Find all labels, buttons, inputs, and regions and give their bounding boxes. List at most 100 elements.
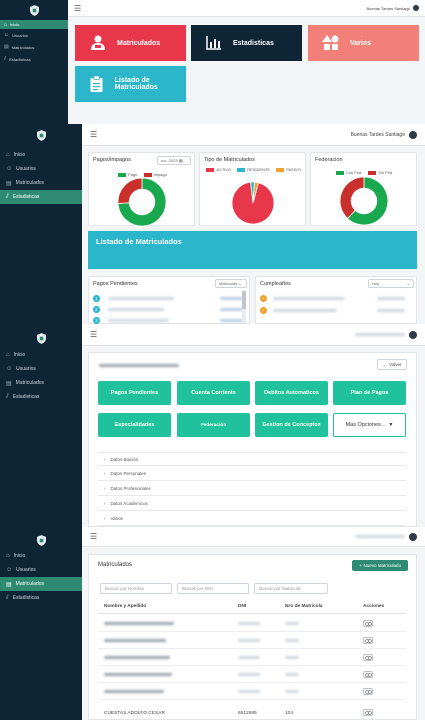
redacted-text <box>355 333 405 336</box>
search-name-input[interactable]: Buscar por Nombre <box>100 583 172 594</box>
cumple-select[interactable]: Hoy ⌄ <box>368 279 414 288</box>
topbar: ☰ <box>82 324 425 346</box>
tile-matriculados[interactable]: Matriculados <box>75 25 186 61</box>
legend-item: RESIDENTE <box>237 167 270 172</box>
legend-item: Pago <box>118 172 138 177</box>
redacted-text <box>107 307 165 311</box>
sidebar: ⌂ Inicio ☺ Usuarios ▤ Matriculados ⫽ Estadis… <box>0 324 82 527</box>
nav-label: Usuarios <box>12 32 28 38</box>
federacion-button[interactable]: Federación <box>177 413 250 437</box>
sidebar-item-usuarios[interactable]: ☺ Usuarios <box>0 362 82 376</box>
dashboard-home-panel: ⌂ Inicio ☺ Usuarios ▤ Matriculados ⫽ Estadis… <box>0 0 425 124</box>
menu-icon[interactable]: ☰ <box>90 330 98 339</box>
mas-opciones-button[interactable]: Mas Opciones... ▼ <box>333 413 406 437</box>
redacted-text <box>220 318 243 322</box>
sidebar-item-usuarios[interactable]: ☺ Usuarios <box>0 563 82 577</box>
new-matriculado-button[interactable]: + Nuevo Matriculado <box>352 560 408 571</box>
gestion-conceptos-button[interactable]: Gestion de Conceptos <box>255 413 328 437</box>
redacted-text <box>107 296 175 300</box>
view-icon[interactable] <box>363 688 373 695</box>
sidebar-item-usuarios[interactable]: ☺ Usuarios <box>0 29 68 41</box>
sidebar-item-inicio[interactable]: ⌂ Inicio <box>0 549 82 563</box>
greeting: Buenas Tardes Santiago <box>350 131 405 138</box>
redacted-text <box>238 639 260 642</box>
accordion-datos-baicion[interactable]: › Datos Baición <box>98 452 406 466</box>
redacted-text <box>104 673 172 676</box>
user-menu[interactable]: Buenas Tardes Santiago <box>350 130 417 139</box>
chart-slice[interactable] <box>252 181 259 204</box>
view-icon[interactable] <box>363 620 373 627</box>
greeting: Buenas Tardes Santiago <box>366 5 410 11</box>
menu-icon[interactable]: ☰ <box>90 130 98 139</box>
scrollbar[interactable] <box>242 291 246 323</box>
matriculado-detail-panel: ⌂ Inicio ☺ Usuarios ▤ Matriculados ⫽ Estadis… <box>0 324 425 527</box>
sidebar-item-matriculados[interactable]: ▤ Matriculados <box>0 41 68 53</box>
view-icon[interactable] <box>363 654 373 661</box>
nav-label: Inicio <box>10 22 20 27</box>
accordion-datos-profesionales[interactable]: › Datos Profesionales <box>98 482 406 496</box>
accordion-datos-personales[interactable]: › Datos Personales <box>98 467 406 481</box>
view-icon[interactable] <box>363 637 373 644</box>
pendientes-select[interactable]: Matriculas ⌄ <box>215 279 247 288</box>
legend-label: ACTIVO <box>216 167 232 172</box>
sidebar-item-estadisticas[interactable]: ⫽ Estadisticas <box>0 591 82 605</box>
month-picker[interactable]: oct.-2023 ▦ <box>157 156 191 165</box>
chart-slice[interactable] <box>117 177 167 227</box>
chart-icon: ⫽ <box>6 193 9 200</box>
sidebar-item-estadisticas[interactable]: ⫽ Estadisticas <box>0 190 82 204</box>
chart-slice[interactable] <box>231 181 275 225</box>
id-card-icon: ▤ <box>6 581 12 588</box>
search-dni-input[interactable]: Buscar por DNI <box>177 583 249 594</box>
accordion-datos-academicos[interactable]: › Datos Academicos <box>98 497 406 511</box>
cuenta-corriente-button[interactable]: Cuenta Corriente <box>177 381 250 405</box>
sidebar-item-estadisticas[interactable]: ⫽ Estadisticas <box>0 53 68 65</box>
header-matricula: Nro de Matricula <box>285 604 323 609</box>
redacted-text <box>285 639 299 642</box>
tile-label: Estadisticas <box>233 39 274 47</box>
redacted-text <box>99 364 179 367</box>
view-icon[interactable] <box>363 671 373 678</box>
list-item[interactable]: • <box>260 305 410 315</box>
nav-label: Estadisticas <box>12 595 40 601</box>
sidebar-item-matriculados[interactable]: ▤ Matriculados <box>0 577 82 591</box>
list-number: 3 <box>93 316 100 324</box>
accordion-label: Varios <box>110 516 123 521</box>
list-item[interactable]: 1 <box>93 293 243 303</box>
cumple-card: Cumpleaños Hoy ⌄ • • <box>255 276 417 324</box>
legend-label: RESIDENTE <box>247 167 271 172</box>
list-item[interactable]: 3 <box>93 315 243 324</box>
id-card-icon: ▤ <box>6 180 12 187</box>
accordion-varios[interactable]: › Varios <box>98 512 406 526</box>
sidebar-item-inicio[interactable]: ⌂ Inicio <box>0 20 68 29</box>
user-menu[interactable] <box>355 330 417 339</box>
sidebar-item-estadisticas[interactable]: ⫽ Estadisticas <box>0 390 82 404</box>
redacted-text <box>285 656 299 659</box>
sidebar-item-matriculados[interactable]: ▤ Matriculados <box>0 176 82 190</box>
sidebar-item-matriculados[interactable]: ▤ Matriculados <box>0 376 82 390</box>
sidebar-item-inicio[interactable]: ⌂ Inicio <box>0 348 82 362</box>
arrow-left-icon: ← <box>382 362 387 367</box>
tile-listado[interactable]: Listado de Matriculados <box>75 66 186 102</box>
search-matricula-input[interactable]: Buscar por Matricula <box>254 583 328 594</box>
tile-estadisticas[interactable]: Estadisticas <box>191 25 302 61</box>
list-item[interactable]: 2 <box>93 304 243 314</box>
user-menu[interactable] <box>355 532 417 541</box>
debitos-automaticos-button[interactable]: Debitos Automaticos <box>255 381 328 405</box>
card-title: Tipo de Matriculados <box>204 157 255 163</box>
list-item[interactable]: • <box>260 293 410 303</box>
donut-hole <box>128 188 156 216</box>
sidebar-item-inicio[interactable]: ⌂ Inicio <box>0 148 82 162</box>
user-menu[interactable]: Buenas Tardes Santiago <box>366 5 419 11</box>
nav-label: Usuarios <box>16 567 36 573</box>
sidebar-item-usuarios[interactable]: ☺ Usuarios <box>0 162 82 176</box>
pagos-pendientes-button[interactable]: Pagos Pendientes <box>98 381 171 405</box>
home-icon: ⌂ <box>6 553 10 559</box>
back-button[interactable]: ← Volver <box>377 359 407 370</box>
menu-icon[interactable]: ☰ <box>90 532 98 541</box>
menu-icon[interactable]: ☰ <box>74 3 82 13</box>
view-icon[interactable] <box>363 709 373 716</box>
tile-varios[interactable]: Varios <box>308 25 419 61</box>
especialidades-button[interactable]: Especialidades <box>98 413 171 437</box>
plan-de-pagos-button[interactable]: Plan de Pagos <box>333 381 406 405</box>
listado-banner[interactable]: Listado de Matriculados <box>88 231 417 269</box>
